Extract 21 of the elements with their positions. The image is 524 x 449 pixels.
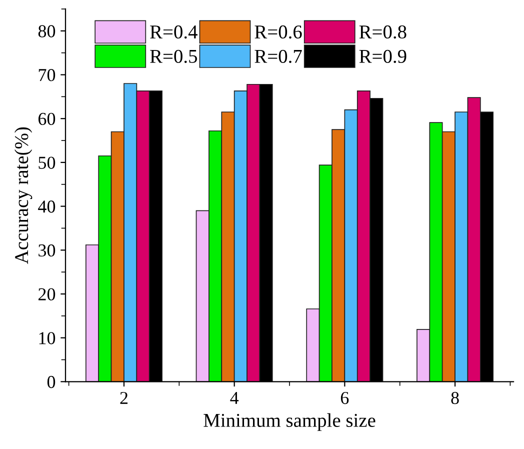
legend-label: R=0.5: [150, 50, 198, 64]
y-tick-label: 40: [38, 200, 56, 213]
y-tick-label: 80: [38, 25, 56, 38]
legend-label: R=0.9: [359, 50, 406, 64]
legend-label: R=0.4: [150, 25, 198, 39]
x-tick-label: 6: [340, 392, 349, 404]
legend-label: R=0.6: [254, 25, 302, 39]
x-tick-label: 8: [451, 392, 459, 404]
legend-label: R=0.7: [254, 50, 302, 64]
y-axis-title: Accuracy rate(%): [14, 127, 32, 264]
y-tick-label: 30: [38, 244, 56, 257]
legend-label: R=0.8: [359, 25, 406, 39]
y-tick-label: 50: [38, 156, 56, 169]
x-tick-label: 2: [120, 392, 128, 404]
y-tick-label: 70: [38, 69, 56, 82]
y-tick-label: 60: [38, 112, 56, 126]
y-tick-label: 0: [47, 376, 56, 388]
y-tick-label: 10: [39, 332, 56, 344]
x-tick-label: 4: [230, 392, 239, 404]
y-tick-label: 20: [38, 288, 56, 300]
x-axis-title: Minimum sample size: [204, 413, 376, 431]
